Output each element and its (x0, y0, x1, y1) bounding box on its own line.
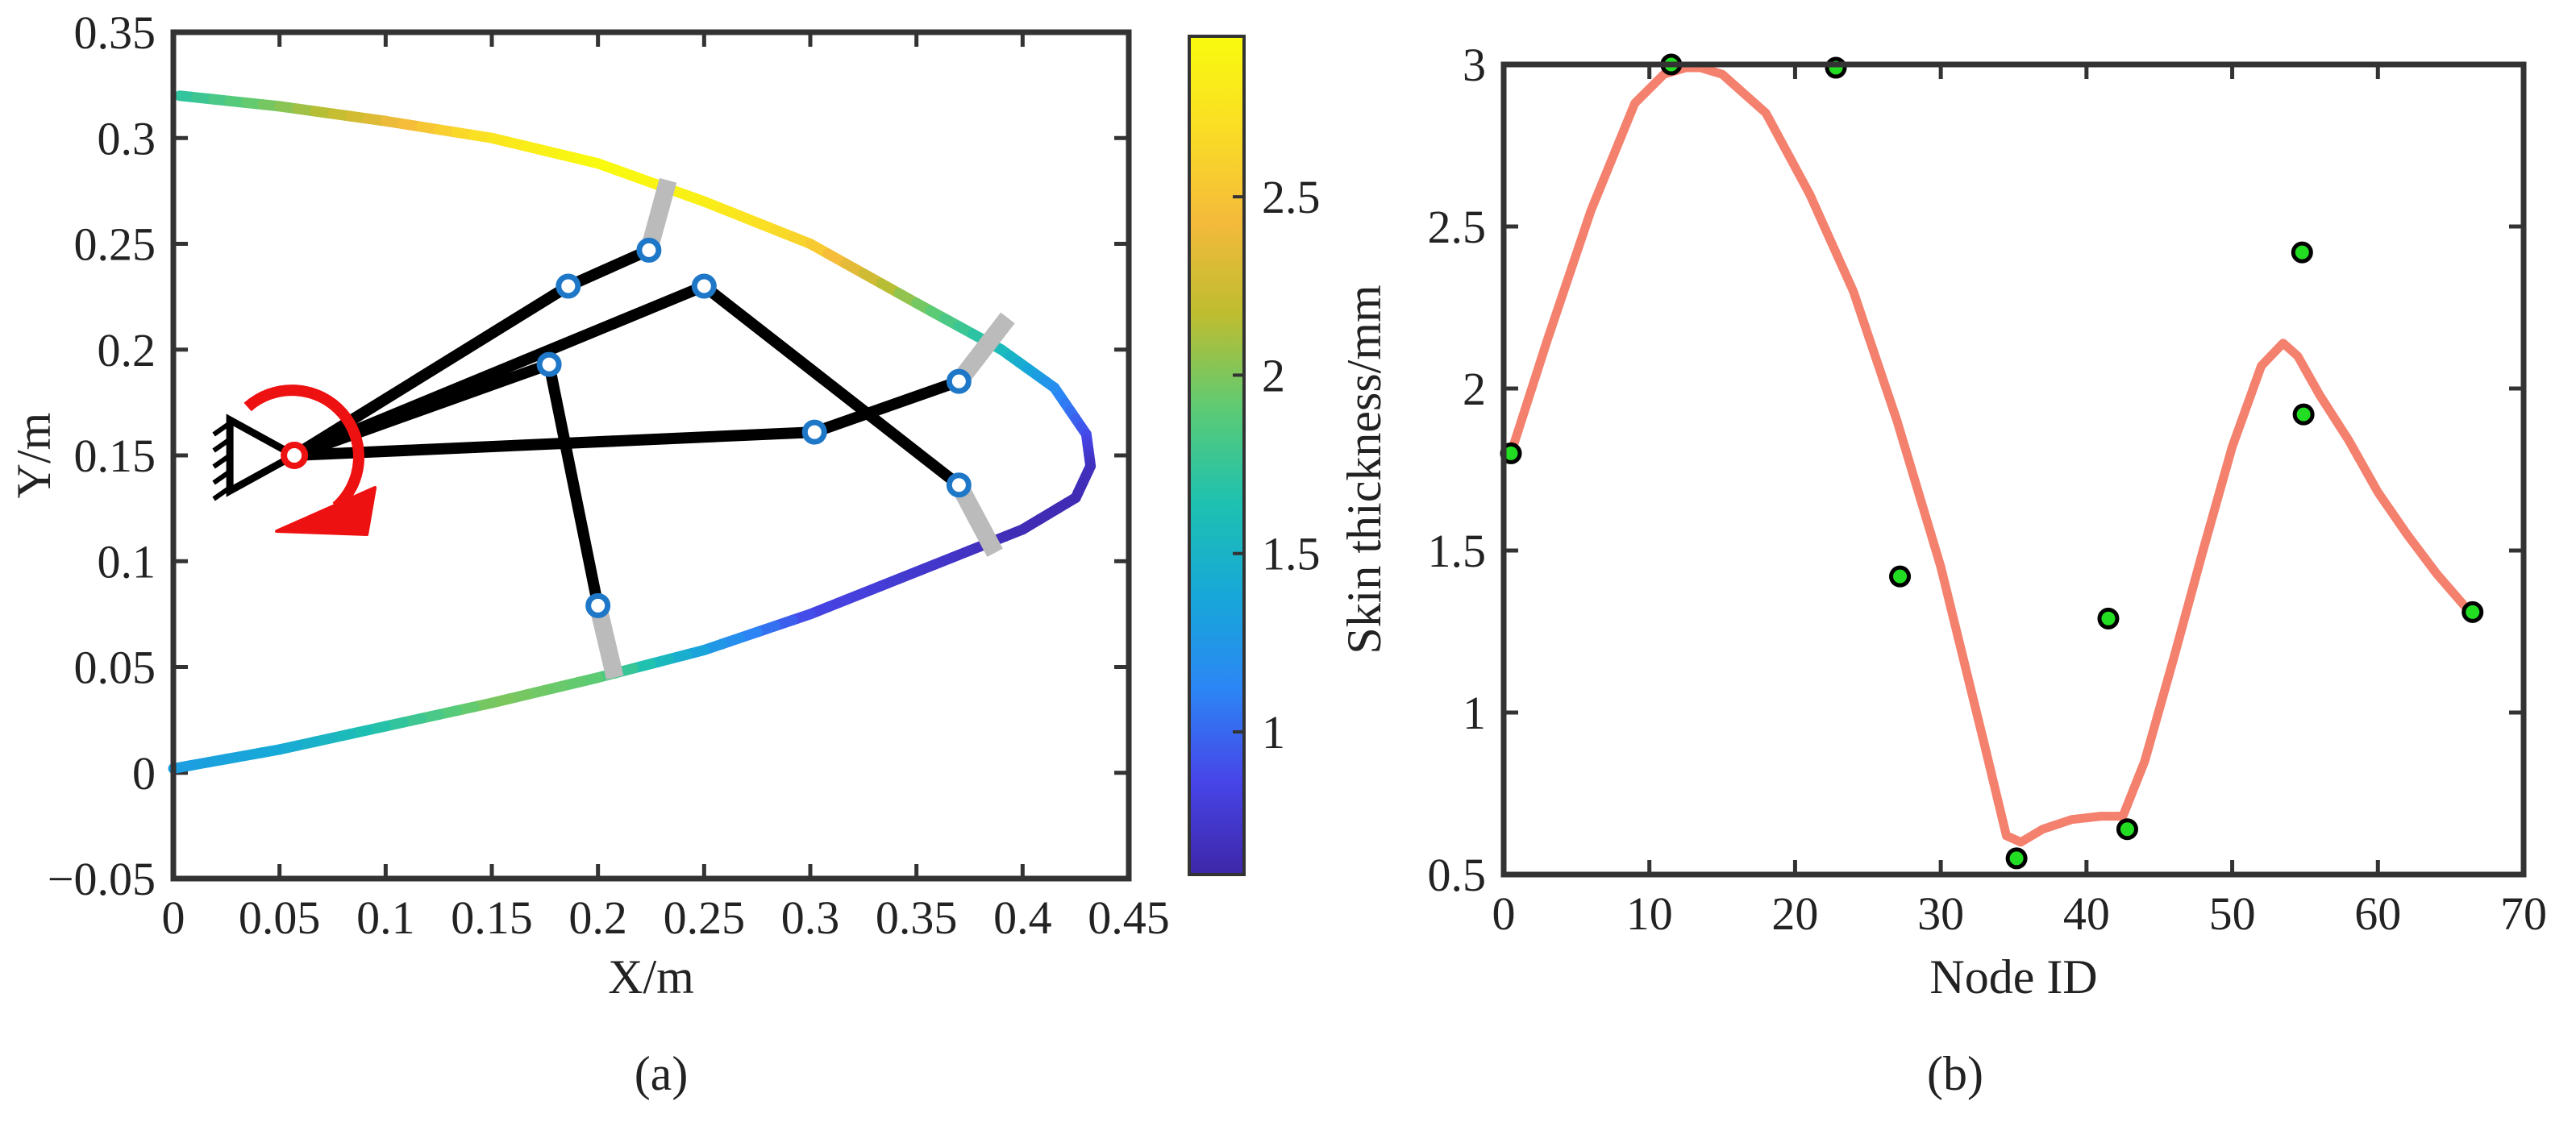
joint (946, 368, 972, 394)
data-point (2097, 607, 2120, 630)
linkage-bar (562, 244, 655, 292)
colorbar-tick-label: 2.5 (1262, 171, 1321, 223)
y-tick-label: 0.1 (98, 535, 156, 588)
panel-a-y-label: Y/m (7, 413, 60, 499)
y-tick-label: −0.05 (48, 853, 156, 905)
panel-b-y-label: Skin thickness/mm (1338, 285, 1391, 654)
y-tick-label: 1 (1463, 687, 1486, 739)
panel-b: 0 10 20 30 40 50 60 70 0.5 1 1.5 2 2.5 3 Node ID Skin… (1338, 39, 2547, 1100)
ground-hatch (212, 437, 231, 453)
series-line-thickness (1506, 63, 2478, 847)
joint (536, 351, 562, 377)
skin-segment (168, 760, 197, 774)
y-tick-label: 1.5 (1428, 525, 1487, 577)
colorbar-scale (1188, 35, 1246, 876)
data-point (1889, 565, 1912, 588)
linkage-bar (289, 280, 574, 461)
panel-b-x-label: Node ID (1929, 950, 2097, 1004)
rotation-arc (243, 384, 364, 512)
y-tick-label: 0.5 (1428, 849, 1487, 901)
panel-a-frame (170, 29, 1132, 882)
y-tick-label: 2.5 (1428, 201, 1487, 253)
data-point (2116, 818, 2138, 841)
x-tick-label: 0 (162, 891, 185, 944)
y-tick-label: 0.15 (74, 430, 156, 482)
data-point (2462, 600, 2484, 623)
x-tick-label: 0.25 (664, 891, 746, 944)
colorbar-tick-label: 1.5 (1262, 528, 1321, 580)
connector-bar (951, 480, 1003, 557)
joint (585, 592, 611, 618)
x-tick-label: 0.1 (356, 891, 415, 944)
linkage-bar (698, 280, 965, 491)
x-tick-label: 60 (2354, 887, 2401, 940)
y-tick-label: 0.3 (98, 112, 156, 164)
data-point (2292, 403, 2315, 426)
joints (281, 237, 972, 618)
x-tick-label: 0 (1492, 887, 1516, 940)
ground-hatch (212, 485, 231, 501)
linkage-bar (289, 359, 556, 461)
linkage-bar (809, 376, 965, 438)
y-tick-label: 0.2 (98, 324, 156, 376)
data-point (2291, 241, 2313, 264)
x-tick-label: 0.2 (568, 891, 627, 944)
x-tick-label: 0.35 (876, 891, 958, 944)
panel-a-x-label: X/m (608, 950, 694, 1004)
joint (556, 273, 581, 299)
panel-b-ticks (1501, 62, 2526, 877)
x-tick-label: 0.4 (993, 891, 1052, 944)
ground-hatch (212, 469, 231, 485)
panel-a: 0 0.05 0.1 0.15 0.2 0.25 0.3 0.35 0.4 0.45−0.0500… (7, 6, 1321, 1100)
x-tick-label: 10 (1626, 887, 1673, 940)
panel-b-frame (1500, 61, 2527, 878)
x-tick-label: 0.05 (239, 891, 321, 944)
data-point (1825, 56, 1847, 79)
joint (691, 273, 717, 299)
panel-a-tick-labels: 0 0.05 0.1 0.15 0.2 0.25 0.3 0.35 0.4 0.45−0.0500… (48, 6, 1170, 944)
y-tick-label: 0.25 (74, 218, 156, 271)
colorbar: 1 1.5 2 2.5 (1188, 35, 1321, 876)
x-tick-label: 40 (2063, 887, 2110, 940)
y-tick-label: 0.05 (74, 642, 156, 694)
y-tick-label: 0.35 (74, 6, 156, 59)
x-tick-label: 0.45 (1088, 891, 1170, 944)
x-tick-label: 0.15 (451, 891, 533, 944)
colorbar-tick-label: 2 (1262, 349, 1285, 401)
x-tick-label: 30 (1917, 887, 1964, 940)
panel-b-tick-labels: 0 10 20 30 40 50 60 70 0.5 1 1.5 2 2.5 3 (1428, 39, 2548, 940)
x-tick-label: 50 (2209, 887, 2256, 940)
x-tick-label: 70 (2500, 887, 2547, 940)
rotation-arrowhead (275, 486, 377, 536)
connector-bar (951, 312, 1015, 387)
colorbar-tick-label: 1 (1262, 706, 1285, 758)
joint (946, 472, 972, 498)
linkage-bars (289, 244, 965, 612)
y-tick-label: 2 (1463, 363, 1486, 415)
ground-hatch (212, 421, 231, 437)
colorbar-ticks: 1 1.5 2 2.5 (1233, 171, 1321, 758)
pivot-joint (281, 442, 309, 469)
joint (636, 237, 662, 263)
x-tick-label: 0.3 (781, 891, 840, 944)
skin-curve (168, 90, 1097, 774)
rotation-arrow (243, 384, 377, 536)
panel-b-caption: (b) (1927, 1047, 1983, 1100)
y-tick-label: 0 (132, 747, 156, 800)
linkage-bar (543, 359, 604, 612)
series-points-thickness (1500, 53, 2484, 870)
x-tick-label: 20 (1771, 887, 1818, 940)
ground-hatch (212, 453, 231, 469)
data-point (2005, 847, 2028, 870)
y-tick-label: 3 (1463, 39, 1486, 91)
linkage-bar (289, 426, 821, 461)
pivot-support (212, 413, 302, 501)
panel-a-caption: (a) (635, 1047, 689, 1100)
joint (801, 419, 827, 445)
